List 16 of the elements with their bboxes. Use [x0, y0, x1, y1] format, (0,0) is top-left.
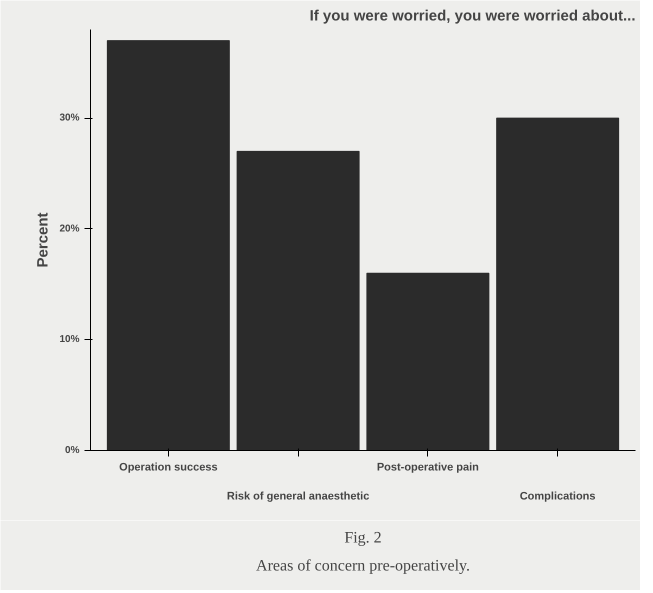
x-tick-label: Complications	[520, 490, 596, 502]
text: Areas of concern pre-operatively.	[256, 558, 470, 574]
y-axis-title: Percent	[34, 212, 52, 268]
x-tick-label: Post-operative pain	[376, 462, 480, 474]
chart-title: If you were worried, you were worried about...	[310, 8, 636, 24]
caption: Fig. 2	[344, 530, 382, 546]
bar	[236, 150, 360, 450]
y-tick-label: 0%	[65, 445, 80, 456]
bar	[106, 40, 230, 450]
x-tick-label: Risk of general anaesthetic	[226, 490, 370, 502]
bar	[496, 118, 620, 450]
y-tick-label: 20%	[59, 223, 80, 234]
x-tick-label: Operation success	[119, 462, 218, 474]
y-tick-label: 10%	[59, 334, 80, 346]
y-tick-label: 30%	[59, 112, 80, 124]
bar	[366, 272, 490, 450]
